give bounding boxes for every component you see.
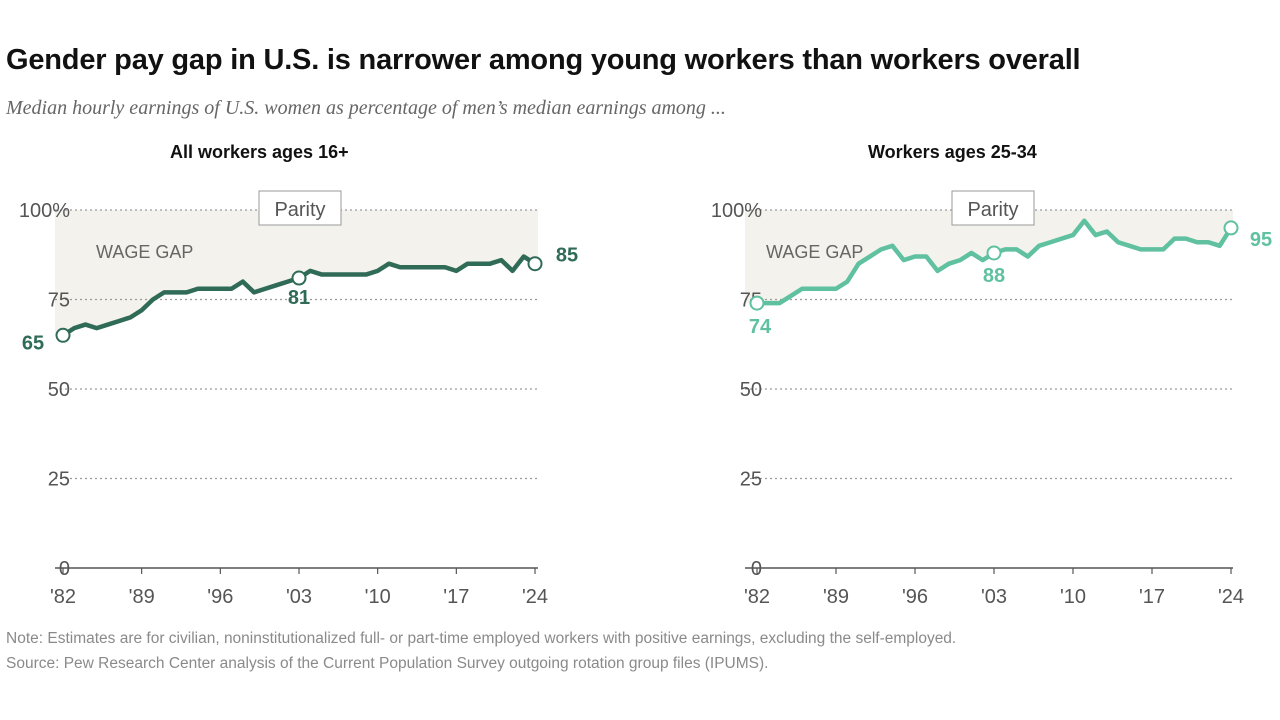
parity-label-box: Parity	[951, 190, 1035, 226]
note-text: Note: Estimates are for civilian, nonins…	[6, 630, 957, 647]
data-label: 88	[983, 265, 1005, 287]
x-tick-label: '82	[744, 586, 770, 608]
y-tick-label: 50	[48, 379, 70, 401]
parity-box	[258, 190, 342, 226]
x-tick-label: '03	[981, 586, 1007, 608]
chart-title: Gender pay gap in U.S. is narrower among…	[6, 44, 1081, 76]
data-label: 85	[556, 245, 578, 267]
data-point-marker	[749, 295, 765, 311]
y-tick-label: 100%	[711, 200, 762, 222]
chart-panel-0: 100% 75 50 25 0 '82 '89 '96 '03 '10 '17 '24 Parity WA…	[19, 190, 578, 608]
chart-panel-1: 100%7550250'82'89'96'03'10'17'24ParityWA…	[711, 190, 1272, 608]
x-tick-label: '17	[1139, 586, 1165, 608]
x-tick-label: '10	[365, 586, 391, 608]
data-point-marker	[986, 245, 1002, 261]
footnotes: Note: Estimates are for civilian, nonins…	[6, 626, 956, 676]
x-tick-label: '10	[1060, 586, 1086, 608]
parity-label-box: Parity	[258, 190, 342, 226]
data-point-marker	[55, 327, 71, 343]
data-point-marker	[527, 256, 543, 272]
data-label: 74	[749, 316, 772, 338]
x-tick-label: '89	[129, 586, 155, 608]
y-tick-label: 50	[740, 379, 762, 401]
source-text: Source: Pew Research Center analysis of …	[6, 655, 769, 672]
panel-title-all-workers: All workers ages 16+	[170, 142, 349, 162]
chart-subtitle: Median hourly earnings of U.S. women as …	[6, 97, 726, 119]
x-tick-label: '17	[443, 586, 469, 608]
y-tick-label: 75	[48, 290, 70, 312]
data-point-marker	[291, 270, 307, 286]
parity-box	[951, 190, 1035, 226]
x-tick-label: '03	[286, 586, 312, 608]
data-label: 65	[22, 332, 44, 354]
y-tick-label: 25	[48, 469, 70, 491]
y-tick-label: 25	[740, 469, 762, 491]
parity-text: Parity	[967, 199, 1018, 221]
x-tick-label: '96	[207, 586, 233, 608]
wage-gap-label: WAGE GAP	[766, 242, 863, 262]
y-tick-label: 0	[59, 558, 70, 580]
x-tick-label: '96	[902, 586, 928, 608]
data-label: 81	[288, 287, 310, 309]
wage-gap-label: WAGE GAP	[96, 242, 193, 262]
data-label: 95	[1250, 229, 1272, 251]
parity-text: Parity	[274, 199, 325, 221]
y-tick-label: 100%	[19, 200, 70, 222]
x-tick-label: '24	[1218, 586, 1244, 608]
x-tick-label: '82	[50, 586, 76, 608]
x-tick-label: '89	[823, 586, 849, 608]
x-tick-label: '24	[522, 586, 548, 608]
panel-title-young-workers: Workers ages 25-34	[868, 142, 1037, 162]
data-point-marker	[1223, 220, 1239, 236]
